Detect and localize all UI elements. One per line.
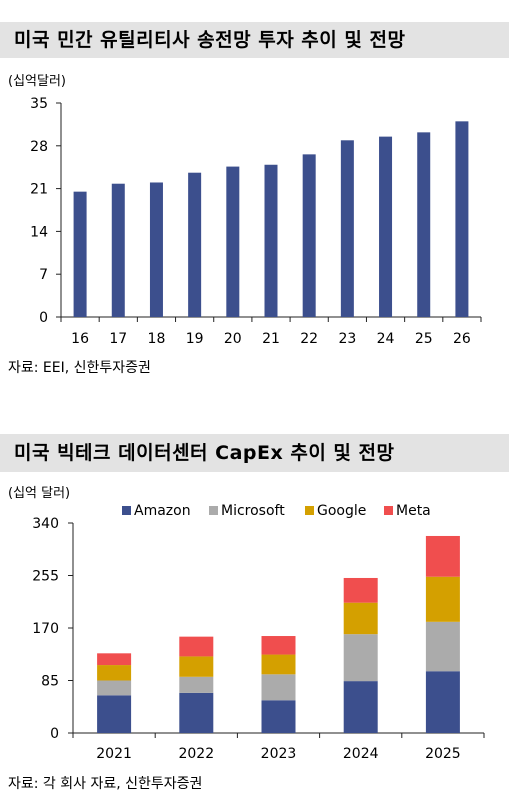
bar-segment xyxy=(97,665,132,681)
bar-segment xyxy=(179,636,214,657)
x-tick-label: 17 xyxy=(109,331,127,347)
bar-segment xyxy=(97,653,132,666)
y-tick-label: 7 xyxy=(39,267,48,283)
x-tick-label: 2021 xyxy=(96,746,132,762)
legend-swatch xyxy=(384,506,393,515)
bar xyxy=(111,183,125,317)
legend-label: Amazon xyxy=(134,503,191,519)
chart2-plot: Amazon Microsoft Google Meta 0 85 170 255 340 202… xyxy=(32,503,485,762)
chart2-unit: (십억 달러) xyxy=(8,486,71,501)
bar-segment xyxy=(343,602,378,635)
legend-swatch xyxy=(305,506,314,515)
legend-label: Microsoft xyxy=(221,503,285,519)
legend-label: Google xyxy=(317,503,366,519)
y-tick-label: 170 xyxy=(32,621,59,637)
bar xyxy=(188,172,202,317)
x-tick-label: 21 xyxy=(262,331,280,347)
bar-segment xyxy=(179,692,214,733)
bar-segment xyxy=(425,535,460,577)
bar xyxy=(264,164,278,317)
bar xyxy=(302,154,316,317)
x-tick-label: 2023 xyxy=(261,746,297,762)
bar-segment xyxy=(261,700,296,733)
y-tick-label: 28 xyxy=(30,139,48,155)
x-tick-label: 16 xyxy=(71,331,89,347)
bar xyxy=(149,182,163,317)
y-tick-label: 340 xyxy=(32,516,59,532)
chart1-plot: 0 7 14 21 28 35 16 17 18 19 20 21 22 23 24 25 26 xyxy=(30,96,482,347)
legend-swatch xyxy=(209,506,218,515)
x-tick-label: 24 xyxy=(377,331,395,347)
x-tick-label: 18 xyxy=(148,331,166,347)
chart1-title: 미국 민간 유틸리티사 송전망 투자 추이 및 전망 xyxy=(0,22,509,58)
bar-segment xyxy=(343,681,378,733)
bar-segment xyxy=(261,674,296,701)
bar xyxy=(455,121,469,317)
x-tick-label: 23 xyxy=(338,331,356,347)
x-tick-label: 19 xyxy=(186,331,204,347)
bar-segment xyxy=(343,577,378,603)
bar-segment xyxy=(179,656,214,677)
chart2-title: 미국 빅테크 데이터센터 CapEx 추이 및 전망 xyxy=(0,434,509,472)
legend-label: Meta xyxy=(396,503,431,519)
bar xyxy=(417,132,431,317)
x-tick-label: 25 xyxy=(415,331,433,347)
y-tick-label: 0 xyxy=(50,726,59,742)
bar xyxy=(73,191,87,317)
bar-segment xyxy=(179,676,214,693)
bar-segment xyxy=(261,654,296,675)
legend-swatch xyxy=(122,506,131,515)
x-tick-label: 22 xyxy=(300,331,318,347)
x-tick-label: 20 xyxy=(224,331,242,347)
x-tick-label: 26 xyxy=(453,331,471,347)
bar-segment xyxy=(425,671,460,733)
bar xyxy=(379,136,393,317)
bar-segment xyxy=(97,695,132,733)
bar-segment xyxy=(97,680,132,696)
y-tick-label: 35 xyxy=(30,96,48,112)
bar xyxy=(340,140,354,317)
x-tick-label: 2025 xyxy=(425,746,461,762)
y-tick-label: 255 xyxy=(32,569,59,585)
bar-segment xyxy=(425,576,460,622)
x-tick-label: 2022 xyxy=(178,746,214,762)
bar-segment xyxy=(261,636,296,655)
chart1-unit: (십억달러) xyxy=(8,74,66,89)
bar-segment xyxy=(425,621,460,672)
chart1-source: 자료: EEI, 신한투자증권 xyxy=(8,360,151,376)
y-tick-label: 14 xyxy=(30,224,48,240)
chart2-source: 자료: 각 회사 자료, 신한투자증권 xyxy=(8,776,203,792)
y-tick-label: 0 xyxy=(39,310,48,326)
y-tick-label: 21 xyxy=(30,182,48,198)
bar xyxy=(226,166,240,317)
y-tick-label: 85 xyxy=(41,674,59,690)
bar-segment xyxy=(343,634,378,682)
x-tick-label: 2024 xyxy=(343,746,379,762)
